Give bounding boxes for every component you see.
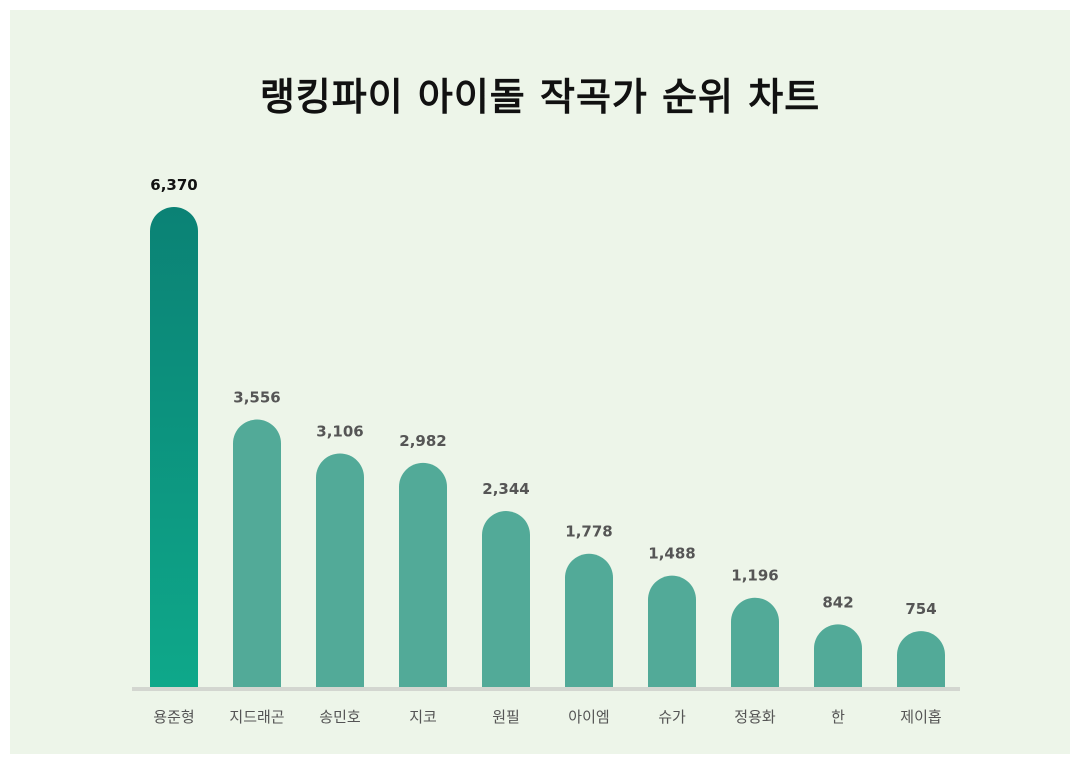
category-label-2: 지드래곤 [229, 708, 284, 726]
bar-3 [316, 453, 364, 688]
value-label-9: 842 [822, 593, 853, 611]
category-label-4: 지코 [409, 708, 437, 726]
category-label-5: 원필 [492, 708, 520, 726]
category-label-8: 정용화 [734, 708, 776, 726]
bar-4 [399, 462, 447, 688]
value-label-10: 754 [905, 600, 936, 618]
category-label-7: 슈가 [658, 708, 686, 726]
bar-5 [482, 511, 530, 688]
category-label-6: 아이엠 [568, 708, 609, 726]
bar-7 [648, 575, 696, 688]
value-label-3: 3,106 [316, 422, 363, 440]
category-label-9: 한 [831, 708, 845, 726]
bar-9 [814, 624, 862, 688]
category-label-3: 송민호 [319, 708, 361, 726]
bar-2 [233, 419, 281, 688]
bar-10 [897, 631, 945, 688]
value-label-8: 1,196 [731, 567, 778, 585]
category-label-1: 용준형 [153, 708, 194, 726]
value-label-2: 3,556 [233, 388, 280, 406]
value-label-4: 2,982 [399, 432, 446, 450]
value-label-7: 1,488 [648, 545, 695, 563]
bar-6 [565, 553, 613, 688]
bar-1 [150, 207, 198, 688]
category-label-10: 제이홉 [900, 708, 941, 726]
value-label-6: 1,778 [565, 523, 612, 541]
value-label-5: 2,344 [482, 480, 529, 498]
chart-title: 랭킹파이 아이돌 작곡가 순위 차트 [259, 75, 821, 119]
bar-8 [731, 597, 780, 688]
value-label-1: 6,370 [150, 176, 197, 194]
